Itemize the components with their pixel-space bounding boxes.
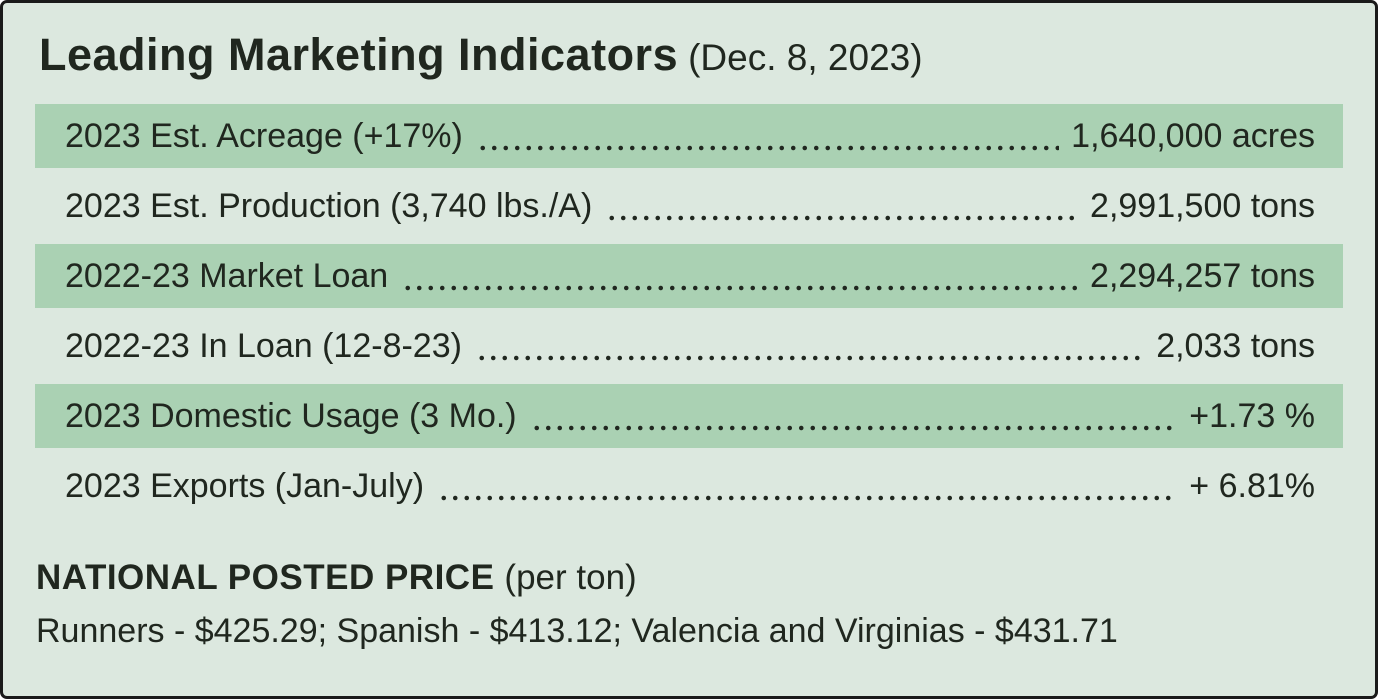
indicator-value: +1.73 % — [1189, 396, 1315, 435]
posted-price-values: Runners - $425.29; Spanish - $413.12; Va… — [36, 612, 1118, 650]
indicator-label: 2023 Est. Acreage (+17%) — [65, 116, 463, 155]
indicator-row: 2022-23 In Loan (12-8-23) 2,033 tons — [35, 314, 1343, 378]
indicator-row: 2023 Domestic Usage (3 Mo.) +1.73 % — [35, 384, 1343, 448]
posted-price-heading-line: NATIONAL POSTED PRICE (per ton) — [36, 558, 1341, 598]
posted-price-section: NATIONAL POSTED PRICE (per ton) Runners -… — [36, 558, 1341, 651]
indicator-row: 2023 Est. Acreage (+17%) 1,640,000 acres — [35, 104, 1343, 168]
indicator-value: + 6.81% — [1189, 466, 1315, 505]
indicator-label: 2023 Exports (Jan-July) — [65, 466, 425, 505]
dot-leader — [402, 285, 1079, 291]
indicator-value: 2,294,257 tons — [1090, 256, 1315, 295]
indicator-label: 2023 Domestic Usage (3 Mo.) — [65, 396, 517, 435]
dot-leader — [530, 425, 1178, 431]
posted-price-unit: (per ton) — [504, 558, 637, 597]
indicator-rows: 2023 Est. Acreage (+17%) 1,640,000 acres… — [35, 104, 1343, 518]
indicator-value: 2,991,500 tons — [1090, 186, 1315, 225]
posted-price-heading: NATIONAL POSTED PRICE — [36, 558, 495, 597]
dot-leader — [438, 495, 1178, 501]
indicator-label: 2023 Est. Production (3,740 lbs./A) — [65, 186, 593, 225]
panel-title: Leading Marketing Indicators (Dec. 8, 202… — [39, 29, 1341, 81]
indicator-row: 2022-23 Market Loan 2,294,257 tons — [35, 244, 1343, 308]
dot-leader — [476, 145, 1060, 151]
indicator-row: 2023 Exports (Jan-July) + 6.81% — [35, 454, 1343, 518]
indicator-label: 2022-23 Market Loan — [65, 256, 389, 295]
dot-leader — [475, 355, 1145, 361]
indicator-label: 2022-23 In Loan (12-8-23) — [65, 326, 462, 365]
panel-title-date: (Dec. 8, 2023) — [688, 37, 923, 78]
panel-title-text: Leading Marketing Indicators — [39, 29, 679, 80]
indicator-value: 1,640,000 acres — [1071, 116, 1315, 155]
dot-leader — [606, 215, 1079, 221]
indicator-value: 2,033 tons — [1156, 326, 1315, 365]
indicator-row: 2023 Est. Production (3,740 lbs./A) 2,99… — [35, 174, 1343, 238]
